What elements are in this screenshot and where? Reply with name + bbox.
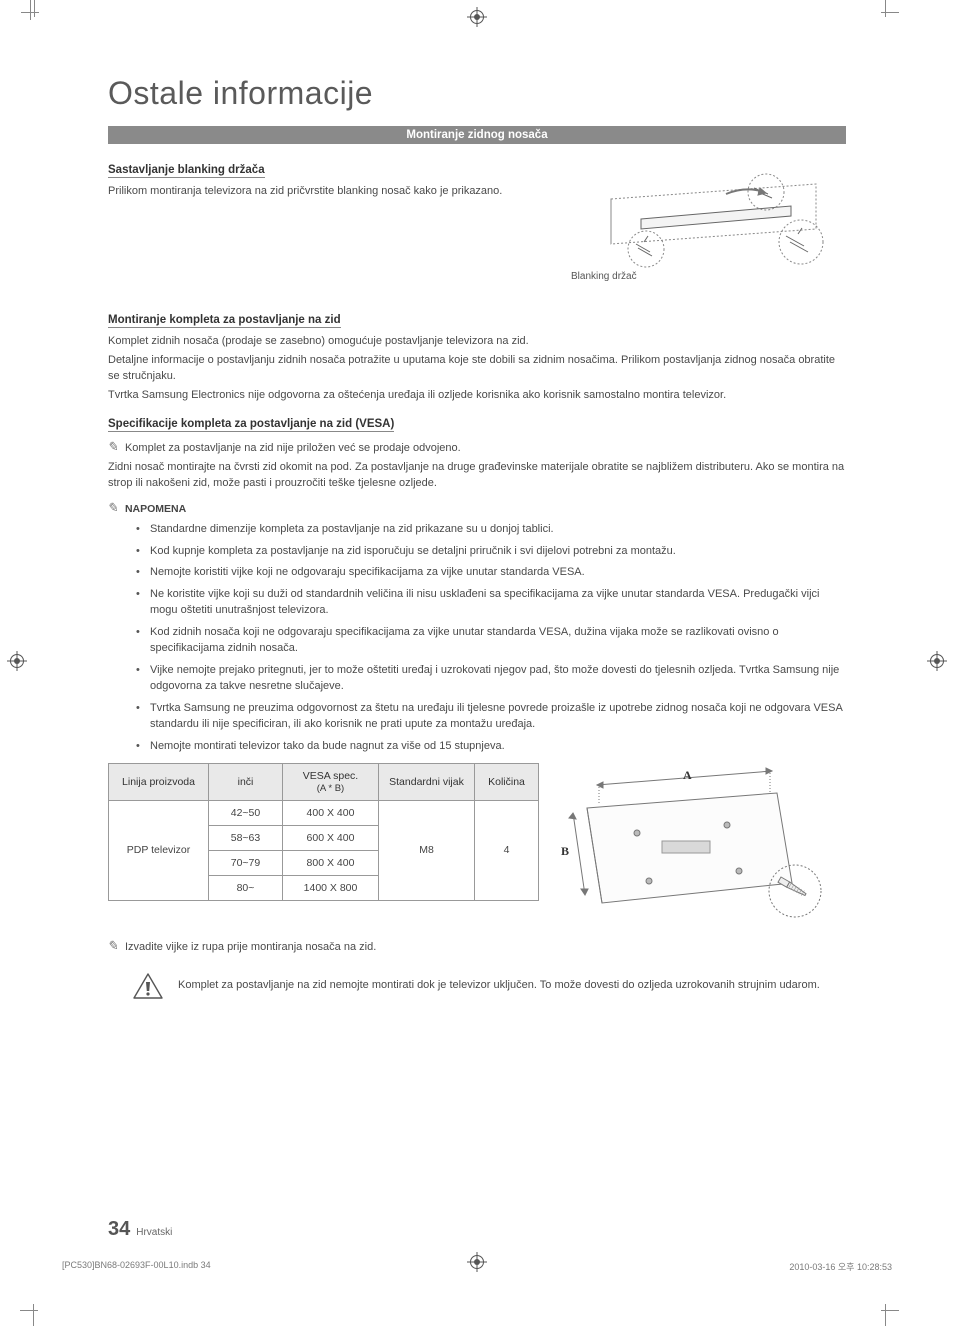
registration-mark-icon: [470, 10, 484, 24]
registration-mark-icon: [930, 654, 944, 668]
blanking-holder-diagram: Blanking držač: [586, 164, 846, 284]
warning-triangle-icon: [132, 972, 164, 1000]
list-item: Nemojte montirati televizor tako da bude…: [150, 739, 846, 755]
list-item: Kod zidnih nosača koji ne odgovaraju spe…: [150, 625, 846, 657]
body-text: Prilikom montiranja televizora na zid pr…: [108, 184, 570, 200]
page-footer: 34 Hrvatski: [108, 1218, 172, 1241]
list-item: Nemojte koristiti vijke koji ne odgovara…: [150, 565, 846, 581]
bullet-list: Standardne dimenzije kompleta za postavl…: [108, 522, 846, 755]
table-cell: 1400 X 800: [283, 875, 379, 900]
body-text: Zidni nosač montirajte na čvrsti zid oko…: [108, 460, 846, 492]
section-heading-bar: Montiranje zidnog nosača: [108, 126, 846, 144]
table-header: Standardni vijak: [379, 763, 475, 800]
pencil-note-icon: ✎: [106, 937, 120, 956]
table-row: PDP televizor 42~50 400 X 400 M8 4: [109, 800, 539, 825]
list-item: Standardne dimenzije kompleta za postavl…: [150, 522, 846, 538]
pencil-note-icon: ✎: [107, 500, 121, 516]
page-content: Ostale informacije Montiranje zidnog nos…: [108, 75, 846, 1241]
body-text: Komplet zidnih nosača (prodaje se zasebn…: [108, 334, 846, 350]
table-header: inči: [209, 763, 283, 800]
section-vesa-spec: Specifikacije kompleta za postavljanje n…: [108, 418, 846, 1000]
table-cell: 80~: [209, 875, 283, 900]
list-item: Kod kupnje kompleta za postavljanje na z…: [150, 544, 846, 560]
crop-mark: [874, 1301, 894, 1321]
print-job-footer: [PC530]BN68-02693F-00L10.indb 34 2010-03…: [62, 1260, 892, 1273]
table-cell: M8: [379, 800, 475, 900]
language-label: Hrvatski: [136, 1227, 172, 1238]
diagram-label-b: B: [561, 844, 569, 858]
body-text: Tvrtka Samsung Electronics nije odgovorn…: [108, 388, 846, 404]
table-cell: 70~79: [209, 850, 283, 875]
warning-text: Komplet za postavljanje na zid nemojte m…: [178, 978, 846, 994]
section-blanking-holder: Sastavljanje blanking držača Prilikom mo…: [108, 164, 846, 284]
table-cell: 4: [475, 800, 539, 900]
diagram-label-a: A: [683, 768, 692, 782]
page-title: Ostale informacije: [108, 75, 846, 112]
note-text: Izvadite vijke iz rupa prije montiranja …: [125, 941, 376, 953]
table-cell: 400 X 400: [283, 800, 379, 825]
table-cell: 58~63: [209, 825, 283, 850]
body-text: Detaljne informacije o postavljanju zidn…: [108, 353, 846, 385]
crop-mark: [30, 1301, 50, 1321]
table-cell: 42~50: [209, 800, 283, 825]
napomena-label: NAPOMENA: [125, 503, 186, 515]
note-text: Komplet za postavljanje na zid nije pril…: [125, 442, 461, 454]
list-item: Ne koristite vijke koji su duži od stand…: [150, 587, 846, 619]
registration-mark-icon: [10, 654, 24, 668]
crop-mark: [30, 0, 50, 20]
pencil-note-icon: ✎: [106, 438, 120, 457]
print-file-name: [PC530]BN68-02693F-00L10.indb 34: [62, 1260, 211, 1273]
warning-row: Komplet za postavljanje na zid nemojte m…: [108, 972, 846, 1000]
tv-back-diagram: A B: [557, 763, 787, 923]
print-timestamp: 2010-03-16 오후 10:28:53: [789, 1260, 892, 1273]
table-header: Linija proizvoda: [109, 763, 209, 800]
diagram-caption: Blanking držač: [571, 271, 637, 282]
table-cell: PDP televizor: [109, 800, 209, 900]
table-cell: 600 X 400: [283, 825, 379, 850]
list-item: Tvrtka Samsung ne preuzima odgovornost z…: [150, 701, 846, 733]
crop-mark: [874, 0, 894, 20]
note-line: ✎ Izvadite vijke iz rupa prije montiranj…: [108, 937, 846, 956]
table-header: Količina: [475, 763, 539, 800]
napomena-heading: ✎ NAPOMENA: [108, 500, 846, 516]
section-wall-mount-kit: Montiranje kompleta za postavljanje na z…: [108, 314, 846, 404]
subheading: Specifikacije kompleta za postavljanje n…: [108, 418, 394, 432]
note-line: ✎ Komplet za postavljanje na zid nije pr…: [108, 438, 846, 457]
table-header: VESA spec. (A * B): [283, 763, 379, 800]
subheading: Montiranje kompleta za postavljanje na z…: [108, 314, 341, 328]
list-item: Vijke nemojte prejako pritegnuti, jer to…: [150, 663, 846, 695]
table-cell: 800 X 400: [283, 850, 379, 875]
vesa-spec-table: Linija proizvoda inči VESA spec. (A * B)…: [108, 763, 539, 901]
subheading: Sastavljanje blanking držača: [108, 164, 265, 178]
page-number: 34: [108, 1218, 130, 1241]
